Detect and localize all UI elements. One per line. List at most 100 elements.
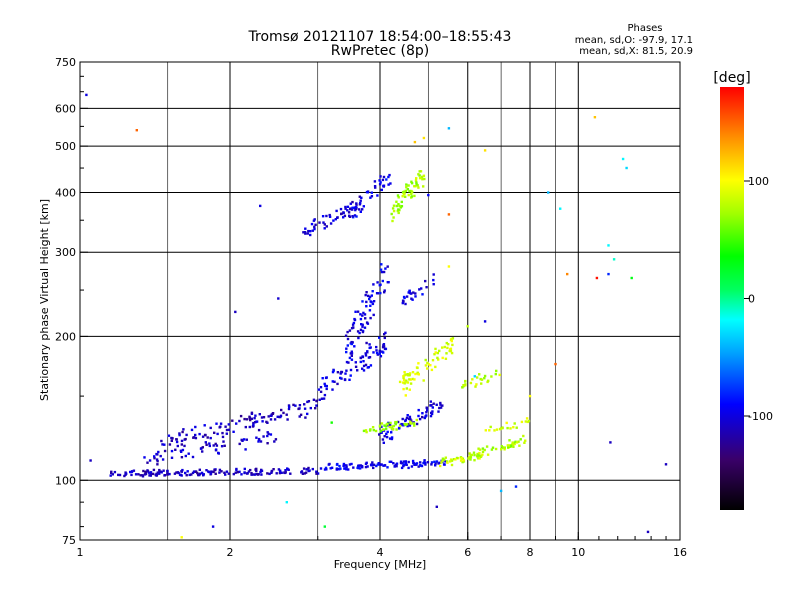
info-line-o: mean, sd,O: -97.9, 17.1 [575, 35, 693, 46]
trace-point [255, 472, 258, 476]
trace-point [480, 454, 483, 457]
trace-point [350, 350, 353, 353]
scatter-point [483, 320, 487, 323]
trace-point [348, 463, 352, 466]
trace-point [500, 445, 503, 448]
trace-point [262, 416, 266, 419]
trace-point [343, 467, 346, 470]
trace-point [410, 189, 413, 193]
trace-point [382, 270, 386, 274]
trace-point [214, 442, 217, 446]
trace-point [307, 400, 311, 403]
y-axis-ticks: 75 100 200 300 400 500 600 750 [55, 56, 88, 547]
trace-point [352, 321, 356, 325]
trace-point [369, 346, 372, 349]
trace-point [110, 470, 113, 473]
trace-point [402, 295, 406, 299]
y-tick-label: 600 [55, 102, 76, 115]
scatter-point [499, 489, 503, 493]
trace-point [419, 464, 422, 467]
trace-point [220, 445, 224, 448]
trace-point [383, 464, 387, 467]
trace-point [391, 207, 395, 210]
trace-point [420, 175, 424, 179]
trace-point [390, 427, 393, 430]
trace-point [338, 464, 341, 468]
trace-point [118, 473, 122, 477]
trace-point [113, 470, 117, 474]
trace-point [334, 218, 337, 221]
trace-point [157, 450, 160, 454]
trace-point [397, 196, 400, 199]
trace-point [365, 321, 369, 324]
trace-point [357, 336, 360, 340]
trace-point [404, 460, 407, 463]
trace-point [287, 407, 291, 411]
trace-point [144, 471, 147, 474]
trace-point [158, 468, 161, 472]
trace-point [406, 414, 409, 417]
trace-point [111, 473, 114, 476]
trace-point [191, 455, 195, 459]
trace-point [299, 413, 303, 416]
scatter-point [554, 362, 557, 366]
trace-point [297, 407, 300, 411]
trace-point [524, 420, 527, 423]
trace-point [443, 458, 446, 461]
trace-point [489, 425, 492, 429]
trace-point [270, 471, 273, 474]
trace-point [260, 473, 263, 476]
trace-point [410, 297, 413, 300]
trace-point [347, 211, 351, 214]
trace-point [483, 377, 486, 380]
trace-point [245, 418, 249, 421]
trace-point [333, 380, 336, 383]
trace-point [235, 422, 238, 425]
trace-point [421, 178, 424, 181]
trace-point [383, 333, 386, 336]
trace-point [375, 345, 378, 349]
trace-point [345, 465, 348, 469]
trace-point [421, 293, 424, 296]
trace-point [417, 414, 420, 418]
scatter-point [447, 265, 451, 268]
scatter-point [466, 325, 469, 328]
trace-point [276, 415, 279, 418]
scatter-point [609, 441, 612, 444]
trace-point [422, 185, 425, 188]
trace-point [429, 414, 433, 418]
trace-point [358, 195, 361, 198]
trace-point [417, 373, 420, 376]
trace-point [178, 473, 182, 476]
trace-point [441, 356, 444, 360]
trace-point [155, 452, 158, 456]
trace-point [378, 336, 381, 339]
trace-point [218, 468, 222, 472]
trace-point [280, 471, 283, 474]
trace-point [441, 457, 445, 460]
trace-point [386, 281, 389, 284]
trace-point [254, 414, 257, 417]
trace-point [309, 230, 312, 233]
scatter-point [664, 463, 668, 466]
scatter-point [85, 93, 88, 97]
trace-point [383, 435, 386, 438]
trace-point [151, 472, 155, 476]
trace-point [379, 268, 383, 271]
trace-point [380, 263, 383, 266]
trace-point [168, 472, 171, 476]
trace-point [418, 288, 421, 291]
trace-point [429, 404, 432, 407]
trace-point [405, 295, 409, 298]
trace-point [309, 406, 312, 410]
trace-point [223, 444, 226, 447]
trace-point [390, 212, 393, 216]
trace-point [423, 459, 426, 462]
trace-point [302, 231, 305, 234]
trace-point [411, 371, 415, 374]
trace-point [349, 374, 352, 377]
trace-point [388, 173, 391, 177]
trace-point [402, 463, 406, 466]
trace-point [117, 473, 120, 477]
trace-point [375, 464, 378, 468]
